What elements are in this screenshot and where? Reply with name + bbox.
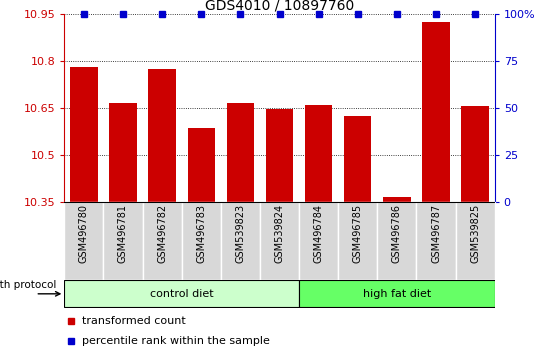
Bar	[344, 116, 372, 202]
FancyBboxPatch shape	[299, 280, 495, 307]
FancyBboxPatch shape	[377, 202, 416, 280]
Text: GSM496786: GSM496786	[392, 204, 402, 263]
Text: GSM496785: GSM496785	[353, 204, 363, 263]
Text: growth protocol: growth protocol	[0, 280, 56, 290]
Text: GSM496784: GSM496784	[314, 204, 324, 263]
Text: transformed count: transformed count	[82, 316, 185, 326]
Bar	[383, 197, 410, 202]
Text: GSM496780: GSM496780	[79, 204, 89, 263]
Bar	[462, 107, 489, 202]
Bar	[227, 103, 254, 202]
Text: GSM496783: GSM496783	[196, 204, 206, 263]
FancyBboxPatch shape	[260, 202, 299, 280]
FancyBboxPatch shape	[103, 202, 143, 280]
Text: control diet: control diet	[150, 289, 214, 299]
Text: GSM539824: GSM539824	[274, 204, 285, 263]
Text: percentile rank within the sample: percentile rank within the sample	[82, 336, 269, 346]
FancyBboxPatch shape	[338, 202, 377, 280]
FancyBboxPatch shape	[456, 202, 495, 280]
FancyBboxPatch shape	[64, 280, 299, 307]
FancyBboxPatch shape	[299, 202, 338, 280]
Text: GSM496787: GSM496787	[431, 204, 441, 263]
Bar	[423, 22, 449, 202]
Title: GDS4010 / 10897760: GDS4010 / 10897760	[205, 0, 354, 13]
FancyBboxPatch shape	[416, 202, 456, 280]
Text: GSM539825: GSM539825	[470, 204, 480, 263]
Bar	[266, 109, 293, 202]
Bar	[70, 67, 97, 202]
Text: GSM539823: GSM539823	[235, 204, 245, 263]
Bar	[305, 105, 333, 202]
Text: GSM496781: GSM496781	[118, 204, 128, 263]
Bar	[149, 69, 176, 202]
Text: GSM496782: GSM496782	[157, 204, 167, 263]
FancyBboxPatch shape	[143, 202, 182, 280]
Text: high fat diet: high fat diet	[363, 289, 431, 299]
FancyBboxPatch shape	[182, 202, 221, 280]
FancyBboxPatch shape	[64, 202, 103, 280]
FancyBboxPatch shape	[221, 202, 260, 280]
Bar	[188, 128, 215, 202]
Bar	[110, 103, 137, 202]
